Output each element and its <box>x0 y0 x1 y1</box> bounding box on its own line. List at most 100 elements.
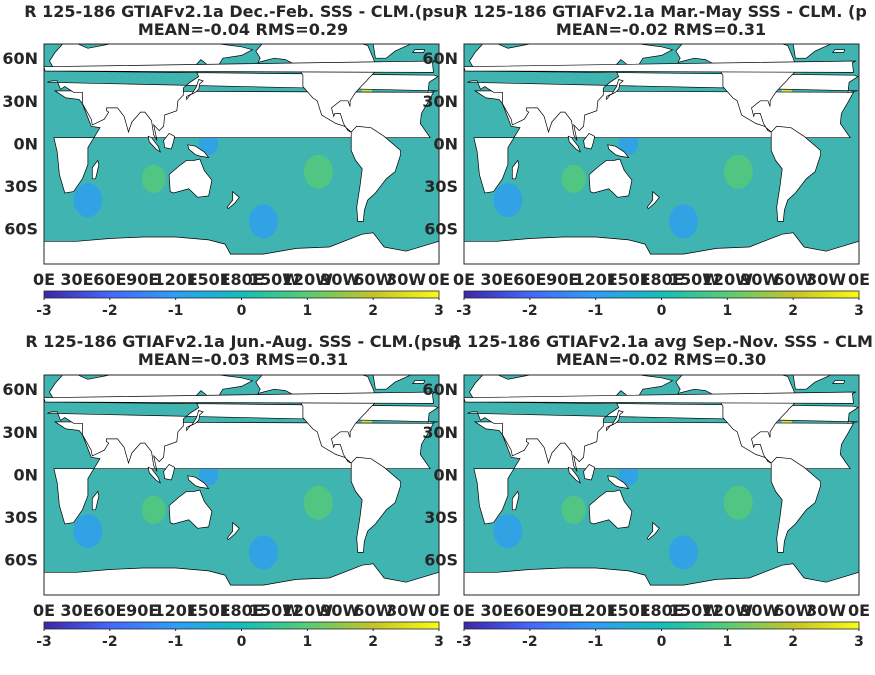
anomaly-patch <box>723 154 753 189</box>
lon-tick-label: 90E <box>126 601 159 620</box>
lon-tick-label: 90E <box>126 270 159 289</box>
colorbar-tick-label: 3 <box>854 303 864 319</box>
colorbar-tick-label: 2 <box>368 303 378 319</box>
land-mask <box>588 489 633 529</box>
lat-tick-label: 60S <box>4 220 38 239</box>
land-mask <box>44 232 439 264</box>
lon-tick-label: 120E <box>574 601 618 620</box>
map-frame <box>43 43 440 265</box>
lon-tick-label: 90W <box>740 270 780 289</box>
lon-tick-label: 150W <box>249 601 300 620</box>
panel-title: R 125-186 GTIAFv2.1a Jun.-Aug. SSS - CLM… <box>23 333 463 369</box>
panel-stats: MEAN=-0.04 RMS=0.29 <box>137 20 349 39</box>
anomaly-patch <box>561 164 586 194</box>
lon-tick-label: 90E <box>546 270 579 289</box>
colorbar-tick-label: -2 <box>522 634 538 650</box>
land-mask <box>831 380 846 384</box>
land-mask <box>226 190 240 210</box>
panel-title: R 125-186 GTIAFv2.1a avg Sep.-Nov. SSS -… <box>441 333 875 369</box>
lon-tick-label: 60E <box>513 601 546 620</box>
lat-tick-label: 60N <box>422 49 458 68</box>
land-mask <box>583 132 595 150</box>
lon-tick-label: 0E <box>848 601 870 620</box>
lon-tick-label: 150W <box>249 270 300 289</box>
lon-tick-label: 90W <box>320 270 360 289</box>
anomaly-patch <box>141 164 166 194</box>
lon-tick-label: 0E <box>428 601 450 620</box>
anomaly-patch <box>73 514 103 549</box>
panel-stats: MEAN=-0.02 RMS=0.31 <box>555 20 767 39</box>
land-mask <box>646 190 660 210</box>
lon-tick-label: 90W <box>740 601 780 620</box>
lat-tick-label: 60S <box>4 551 38 570</box>
colorbar-tick-label: 0 <box>237 634 247 650</box>
land-mask <box>168 489 213 529</box>
map-frame <box>463 374 860 596</box>
panel-title-line1: R 125-186 GTIAFv2.1a Dec.-Feb. SSS - CLM… <box>24 2 462 21</box>
lat-tick-label: 30N <box>2 92 38 111</box>
land-mask <box>511 490 520 511</box>
land-mask <box>44 391 436 404</box>
land-mask <box>91 490 100 511</box>
lon-tick-label: 120W <box>702 270 753 289</box>
lat-tick-label: 0N <box>13 465 38 484</box>
lon-tick-label: 0E <box>848 270 870 289</box>
colorbar-tick-label: -1 <box>588 634 604 650</box>
colorbar-tick-label: -3 <box>36 634 52 650</box>
colorbar-tick-label: -2 <box>102 634 118 650</box>
lon-tick-label: 120E <box>154 601 198 620</box>
land-mask <box>567 466 582 484</box>
lon-tick-label: 150W <box>669 270 720 289</box>
land-mask <box>464 232 859 264</box>
colorbar <box>43 290 440 299</box>
lon-tick-label: 150E <box>186 270 230 289</box>
colorbar-tick-label: -3 <box>36 303 52 319</box>
panel-title-line1: R 125-186 GTIAFv2.1a Mar.-May SSS - CLM.… <box>455 2 867 21</box>
colorbar-tick-label: -3 <box>456 634 472 650</box>
lat-tick-label: 60N <box>422 380 458 399</box>
anomaly-patch <box>141 495 166 525</box>
land-mask <box>646 521 660 541</box>
lat-tick-label: 60S <box>424 551 458 570</box>
lon-tick-label: 0E <box>453 601 475 620</box>
colorbar-tick-label: 1 <box>302 303 312 319</box>
lon-tick-label: 150W <box>669 601 720 620</box>
lon-tick-label: 180E <box>639 601 683 620</box>
panel-stats: MEAN=-0.03 RMS=0.31 <box>137 350 349 369</box>
land-mask <box>606 79 624 101</box>
anomaly-patch <box>723 485 753 520</box>
colorbar-tick-label: -1 <box>588 303 604 319</box>
land-mask <box>147 135 162 153</box>
colorbar-tick-label: 2 <box>788 303 798 319</box>
colorbar-tick-label: 1 <box>722 634 732 650</box>
land-mask <box>464 391 856 404</box>
land-mask <box>770 125 821 222</box>
lon-tick-label: 180E <box>219 601 263 620</box>
anomaly-patch <box>248 535 278 570</box>
map-field <box>44 375 439 595</box>
land-mask <box>186 410 204 432</box>
anomaly-patch <box>303 154 333 189</box>
panel-title-line1: R 125-186 GTIAFv2.1a avg Sep.-Nov. SSS -… <box>449 332 873 351</box>
colorbar-tick-label: -1 <box>168 303 184 319</box>
lon-tick-label: 60W <box>353 270 393 289</box>
lon-tick-label: 60E <box>93 601 126 620</box>
lon-tick-label: 120W <box>702 601 753 620</box>
lon-tick-label: 120E <box>154 270 198 289</box>
map-frame <box>463 43 860 265</box>
land-mask <box>44 60 436 73</box>
lon-tick-label: 30W <box>806 270 846 289</box>
anomaly-patch <box>303 485 333 520</box>
land-mask <box>91 159 100 180</box>
colorbar-tick-label: -2 <box>522 303 538 319</box>
colorbar-tick-label: -3 <box>456 303 472 319</box>
land-mask <box>147 466 162 484</box>
panel-stats: MEAN=-0.02 RMS=0.30 <box>555 350 767 369</box>
land-mask <box>350 125 401 222</box>
anomaly-patch <box>668 204 698 239</box>
lat-tick-label: 0N <box>13 134 38 153</box>
land-mask <box>588 158 633 198</box>
lat-tick-label: 60N <box>2 380 38 399</box>
lon-tick-label: 0E <box>33 601 55 620</box>
